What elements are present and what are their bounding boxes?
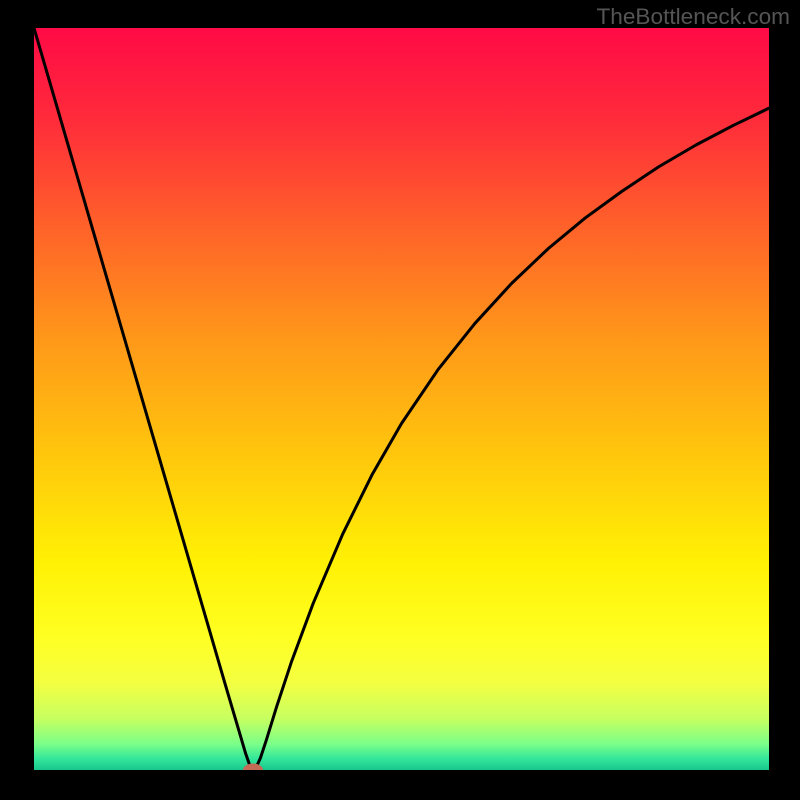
minimum-marker [243, 764, 263, 771]
curve-path [34, 28, 769, 770]
plot-area [34, 28, 769, 770]
chart-root: TheBottleneck.com [0, 0, 800, 800]
watermark-text: TheBottleneck.com [596, 4, 790, 30]
bottleneck-curve [34, 28, 769, 770]
